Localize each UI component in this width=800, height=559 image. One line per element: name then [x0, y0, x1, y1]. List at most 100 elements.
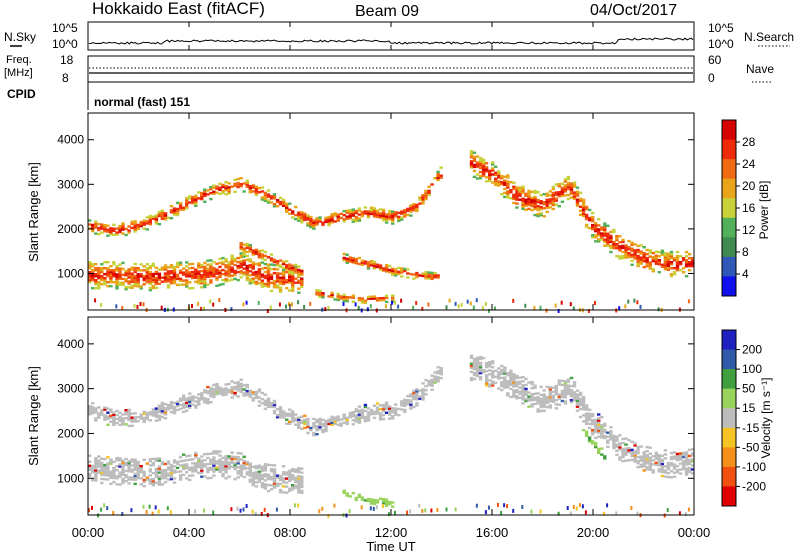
- scatter-cell: [636, 262, 640, 266]
- scatter-cell: [91, 468, 95, 472]
- scatter-cell: [142, 474, 146, 478]
- scatter-cell: [406, 403, 410, 406]
- scatter-cell: [100, 223, 104, 226]
- scatter-cell: [436, 170, 440, 174]
- scatter-cell: [488, 171, 492, 175]
- scatter-cell: [148, 468, 152, 471]
- scatter-cell: [288, 273, 292, 276]
- scatter-cell: [166, 460, 171, 463]
- scatter-cell: [266, 483, 271, 487]
- scatter-cell: [181, 453, 186, 456]
- scatter-cell: [521, 386, 525, 389]
- scatter-cell: [224, 455, 228, 458]
- scatter-cell: [230, 465, 234, 468]
- scatter-cell: [181, 283, 186, 286]
- scatter-cell: [581, 202, 586, 206]
- scatter-cell: [612, 436, 616, 440]
- scatter-cell: [254, 485, 259, 488]
- scatter-cell: [215, 386, 219, 390]
- scatter-cell: [124, 272, 128, 275]
- scatter-cell: [669, 476, 674, 479]
- scatter-cell: [657, 259, 661, 262]
- scatter-cell: [133, 284, 137, 288]
- scatter-cell: [178, 208, 183, 211]
- scatter-cell: [275, 278, 280, 281]
- scatter-cell: [133, 466, 137, 469]
- scatter-cell: [430, 183, 434, 186]
- scatter-cell: [497, 176, 501, 179]
- scatter-cell: [369, 262, 374, 265]
- scatter-cell: [127, 468, 131, 471]
- scatter-cell: [512, 391, 516, 394]
- scatter-cell: [584, 422, 589, 425]
- scatter-cell: [600, 453, 604, 456]
- scatter-cell: [412, 209, 416, 212]
- scatter-cell: [548, 400, 552, 403]
- scatter-cell: [560, 182, 565, 185]
- scatter-cell: [254, 392, 259, 396]
- near-range-cell: [557, 309, 560, 313]
- near-range-cell: [257, 301, 260, 305]
- scatter-cell: [684, 455, 689, 458]
- scatter-cell: [354, 408, 358, 411]
- scatter-cell: [345, 211, 349, 214]
- scatter-cell: [127, 274, 131, 277]
- scatter-cell: [218, 388, 222, 391]
- scatter-cell: [488, 179, 492, 183]
- scatter-cell: [239, 266, 243, 269]
- scatter-cell: [230, 451, 234, 454]
- scatter-cell: [266, 195, 271, 198]
- scatter-cell: [639, 244, 643, 247]
- scatter-cell: [245, 246, 249, 250]
- scatter-cell: [551, 197, 555, 201]
- scatter-cell: [275, 264, 280, 267]
- scatter-cell: [163, 411, 168, 414]
- scatter-cell: [551, 396, 555, 399]
- scatter-cell: [112, 480, 116, 484]
- scatter-cell: [609, 246, 613, 250]
- scatter-cell: [633, 450, 637, 453]
- scatter-cell: [263, 197, 268, 201]
- scatter-cell: [294, 484, 298, 487]
- scatter-cell: [218, 458, 222, 461]
- scatter-cell: [633, 251, 637, 254]
- scatter-cell: [657, 470, 661, 473]
- scatter-cell: [578, 407, 583, 411]
- scatter-cell: [406, 394, 410, 398]
- scatter-cell: [233, 178, 237, 181]
- scatter-cell: [581, 408, 586, 411]
- scatter-cell: [197, 471, 201, 475]
- scatter-cell: [297, 211, 301, 214]
- scatter-cell: [336, 296, 340, 300]
- scatter-cell: [242, 263, 246, 266]
- scatter-cell: [618, 444, 622, 447]
- scatter-cell: [236, 389, 240, 392]
- near-range-cell: [375, 505, 378, 510]
- scatter-cell: [285, 477, 289, 480]
- scatter-cell: [200, 282, 204, 285]
- scatter-cell: [648, 458, 652, 461]
- scatter-cell: [594, 443, 598, 447]
- scatter-cell: [291, 410, 295, 413]
- scatter-cell: [545, 192, 549, 195]
- scatter-cell: [212, 393, 216, 397]
- scatter-cell: [506, 192, 510, 195]
- scatter-cell: [551, 398, 555, 401]
- scatter-cell: [145, 273, 149, 276]
- scatter-cell: [166, 216, 171, 219]
- scatter-cell: [621, 254, 625, 258]
- scatter-cell: [191, 274, 195, 278]
- scatter-cell: [345, 253, 349, 256]
- scatter-cell: [388, 264, 392, 268]
- scatter-cell: [194, 468, 198, 471]
- scatter-cell: [506, 180, 510, 183]
- scatter-cell: [415, 271, 419, 275]
- scatter-cell: [488, 379, 492, 382]
- scatter-cell: [436, 274, 440, 277]
- scatter-cell: [375, 499, 380, 502]
- scatter-cell: [212, 456, 216, 459]
- scatter-cell: [154, 270, 159, 274]
- scatter-cell: [88, 405, 92, 408]
- scatter-cell: [551, 203, 555, 207]
- scatter-cell: [412, 391, 416, 395]
